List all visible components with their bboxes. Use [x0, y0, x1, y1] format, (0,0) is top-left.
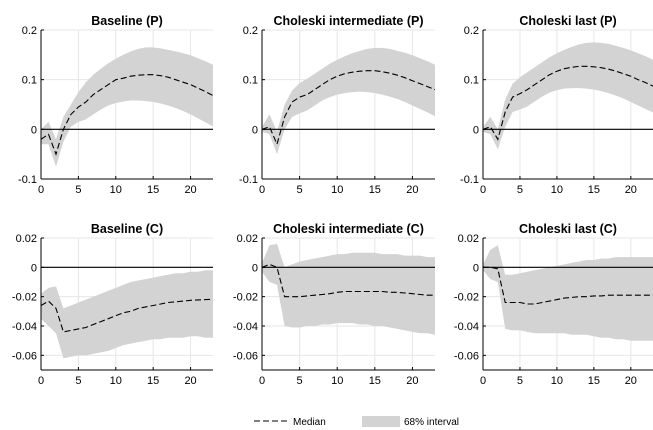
- y-tick-label: -0.04: [12, 321, 37, 333]
- x-tick-label: 10: [331, 375, 343, 387]
- x-tick-label: 10: [331, 184, 343, 196]
- legend: Median 68% interval: [254, 416, 459, 428]
- median-line: [41, 298, 213, 333]
- x-tick-label: 10: [110, 184, 122, 196]
- panel-5: 0 5 10 15 20 -0.06 -0.04 -0.02 0 0.02 Choleski int…: [233, 222, 435, 387]
- interval-band: [262, 243, 435, 335]
- x-tick-label: 5: [297, 184, 303, 196]
- y-tick-label: 0.1: [22, 75, 37, 87]
- plot-content: [483, 245, 653, 341]
- y-tick-label: -0.06: [12, 350, 37, 362]
- panel-title: Baseline (P): [91, 14, 163, 28]
- y-tick-label: -0.02: [233, 292, 258, 304]
- x-tick-label: 5: [517, 184, 523, 196]
- panel-title: Baseline (C): [91, 222, 163, 236]
- x-tick-label: 5: [75, 375, 81, 387]
- x-tick-label: 20: [406, 184, 418, 196]
- x-tick-label: 20: [184, 184, 196, 196]
- x-tick-label: 10: [551, 375, 563, 387]
- x-tick-label: 10: [551, 184, 563, 196]
- y-tick-label: 0: [252, 124, 258, 136]
- interval-band: [41, 270, 213, 359]
- panel-title: Choleski last (P): [519, 14, 616, 28]
- x-tick-label: 0: [480, 375, 486, 387]
- x-tick-label: 15: [588, 184, 600, 196]
- x-tick-label: 20: [625, 375, 637, 387]
- panel-4: 0 5 10 15 20 -0.06 -0.04 -0.02 0 0.02 Baseline (C): [12, 222, 213, 387]
- plot-content: [262, 243, 435, 335]
- panel-title: Choleski intermediate (C): [273, 222, 424, 236]
- panel-title: Choleski intermediate (P): [273, 14, 423, 28]
- legend-band-swatch: [362, 416, 400, 427]
- y-tick-label: -0.1: [239, 174, 258, 186]
- x-tick-label: 20: [184, 375, 196, 387]
- x-tick-label: 15: [588, 375, 600, 387]
- plot-content: [483, 42, 653, 150]
- y-tick-label: 0: [473, 262, 479, 274]
- interval-band: [483, 245, 653, 341]
- y-tick-label: -0.1: [18, 174, 37, 186]
- plot-content: [41, 47, 213, 167]
- y-tick-label: -0.06: [233, 350, 258, 362]
- median-line: [483, 65, 653, 141]
- x-tick-label: 15: [147, 184, 159, 196]
- y-tick-label: 0.1: [243, 75, 258, 87]
- y-tick-label: -0.06: [454, 350, 479, 362]
- plot-content: [262, 47, 435, 155]
- x-tick-label: 0: [38, 184, 44, 196]
- y-tick-label: -0.1: [460, 174, 479, 186]
- x-tick-label: 0: [259, 184, 265, 196]
- plot-content: [41, 266, 213, 359]
- x-tick-label: 20: [625, 184, 637, 196]
- x-tick-label: 0: [38, 375, 44, 387]
- x-tick-label: 5: [75, 184, 81, 196]
- x-tick-label: 0: [259, 375, 265, 387]
- y-tick-label: 0.02: [16, 233, 37, 245]
- y-tick-label: 0: [31, 124, 37, 136]
- x-tick-label: 5: [517, 375, 523, 387]
- interval-band: [262, 47, 435, 155]
- x-tick-label: 15: [369, 375, 381, 387]
- panel-title: Choleski last (C): [519, 222, 617, 236]
- x-tick-label: 5: [297, 375, 303, 387]
- y-tick-label: 0.2: [464, 25, 479, 37]
- y-tick-label: -0.04: [454, 321, 479, 333]
- y-tick-label: 0.02: [237, 233, 258, 245]
- y-tick-label: 0.2: [243, 25, 258, 37]
- x-tick-label: 15: [147, 375, 159, 387]
- median-line: [483, 266, 653, 305]
- y-tick-label: 0: [473, 124, 479, 136]
- interval-band: [41, 47, 213, 167]
- y-tick-label: -0.02: [454, 292, 479, 304]
- legend-median-label: Median: [293, 417, 326, 428]
- y-tick-label: 0.02: [458, 233, 479, 245]
- median-line: [262, 70, 435, 146]
- x-tick-label: 0: [480, 184, 486, 196]
- x-tick-label: 15: [369, 184, 381, 196]
- y-tick-label: -0.04: [233, 321, 258, 333]
- median-line: [262, 263, 435, 298]
- interval-band: [483, 42, 653, 150]
- x-tick-label: 10: [110, 375, 122, 387]
- y-tick-label: 0: [252, 262, 258, 274]
- x-tick-label: 20: [406, 375, 418, 387]
- legend-band-label: 68% interval: [404, 417, 459, 428]
- y-tick-label: 0.2: [22, 25, 37, 37]
- y-tick-label: 0: [31, 262, 37, 274]
- panel-6: 0 5 10 15 20 -0.06 -0.04 -0.02 0 0.02 Choleski las…: [454, 222, 653, 387]
- y-tick-label: -0.02: [12, 292, 37, 304]
- median-line: [41, 74, 213, 156]
- y-tick-label: 0.1: [464, 75, 479, 87]
